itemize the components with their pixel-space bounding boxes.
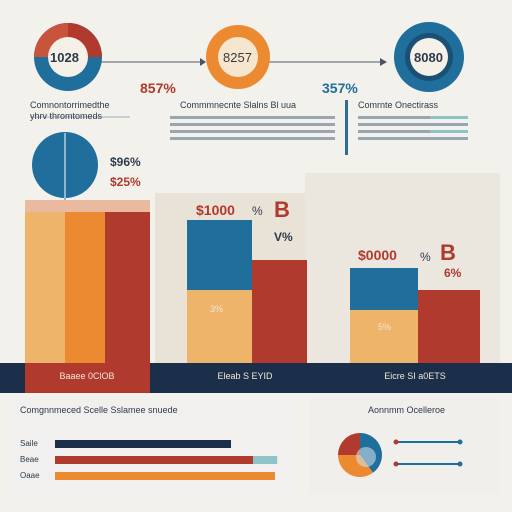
percent-label-1: 857%	[140, 80, 176, 96]
arrow-head-2	[380, 58, 387, 66]
hbar-0	[55, 440, 231, 448]
ring-1-inner	[48, 37, 88, 77]
group-1-bar-orange-b	[65, 212, 105, 363]
ring-3-inner	[410, 38, 448, 76]
hbar-1	[55, 456, 253, 464]
pie-slice-1	[338, 455, 373, 477]
group-1-bar-red	[105, 212, 150, 363]
group-3-bar-peach	[350, 310, 418, 363]
column-2-heading: Commmnecnte Slalns Bl uua	[180, 100, 297, 110]
col3-table-lines	[358, 116, 468, 140]
ring-2-inner	[218, 37, 258, 77]
col2-table-lines	[170, 116, 335, 140]
group-2-bar-blue	[187, 220, 252, 290]
ring-1-red-left	[34, 23, 68, 57]
ring-1-value: 1028	[50, 50, 79, 65]
bottom-right-title: Aonnmm Ocelleroe	[368, 405, 446, 415]
bar-section	[0, 132, 512, 393]
group-2-separator: %	[252, 204, 263, 218]
horizontal-bar-chart: Saile Beae Oaae	[20, 439, 278, 480]
hbar-2	[55, 472, 275, 480]
column-1-heading: Comnontorrimedthe yhrv thromtomeds	[30, 100, 110, 121]
col3-teal-bars	[430, 116, 468, 133]
group-3-bar-blue	[350, 268, 418, 310]
group-2-bar-peach	[187, 290, 252, 363]
col-divider	[345, 100, 348, 155]
percent-label-2: 357%	[322, 80, 358, 96]
group-2-bar-red	[252, 260, 307, 363]
ring-1-red-segment	[68, 23, 102, 57]
pie-slice-2	[338, 433, 360, 455]
header-graphic	[30, 22, 468, 155]
pie-highlight	[356, 447, 376, 467]
category-label-1: Baaee 0ClOB	[59, 371, 115, 381]
arrow-head-1	[200, 58, 206, 66]
group-3-inner-label: 5%	[378, 322, 392, 332]
group-3-separator: %	[420, 250, 431, 264]
group-3-badge: B	[440, 240, 456, 265]
group-1-bar-orange-a	[25, 212, 65, 363]
group-2-badge: B	[274, 197, 290, 222]
ring-2-value: 8257	[223, 50, 252, 65]
legend-lines	[393, 439, 463, 467]
pie-chart	[338, 433, 382, 477]
group-2-inner-label: 3%	[210, 304, 224, 314]
category-label-3: Eicre SI a0ETS	[384, 371, 446, 381]
group-3-value: $0000	[358, 247, 397, 263]
bottom-left-title: Comgnnmeced Scelle Sslamee snuede	[20, 405, 178, 415]
hbar-label-0: Saile	[20, 439, 38, 448]
group-1-cap	[25, 200, 150, 212]
hbar-secondary-1	[253, 456, 278, 464]
group-3-percent: 6%	[444, 266, 462, 280]
group-1-label-a: $96%	[110, 155, 141, 169]
hbar-label-1: Beae	[20, 455, 39, 464]
category-band-group-1-tab	[25, 363, 150, 393]
group-3-bar-red	[418, 290, 480, 363]
group-2-value: $1000	[196, 202, 235, 218]
category-label-2: Eleab S EYID	[217, 371, 273, 381]
hbar-label-2: Oaae	[20, 471, 40, 480]
group-2-percent: V%	[274, 230, 293, 244]
group-1-label-b: $25%	[110, 175, 141, 189]
column-3-heading: Comrnte Onectirass	[358, 100, 439, 110]
ring-3-value: 8080	[414, 50, 443, 65]
col1-lines	[30, 116, 130, 118]
